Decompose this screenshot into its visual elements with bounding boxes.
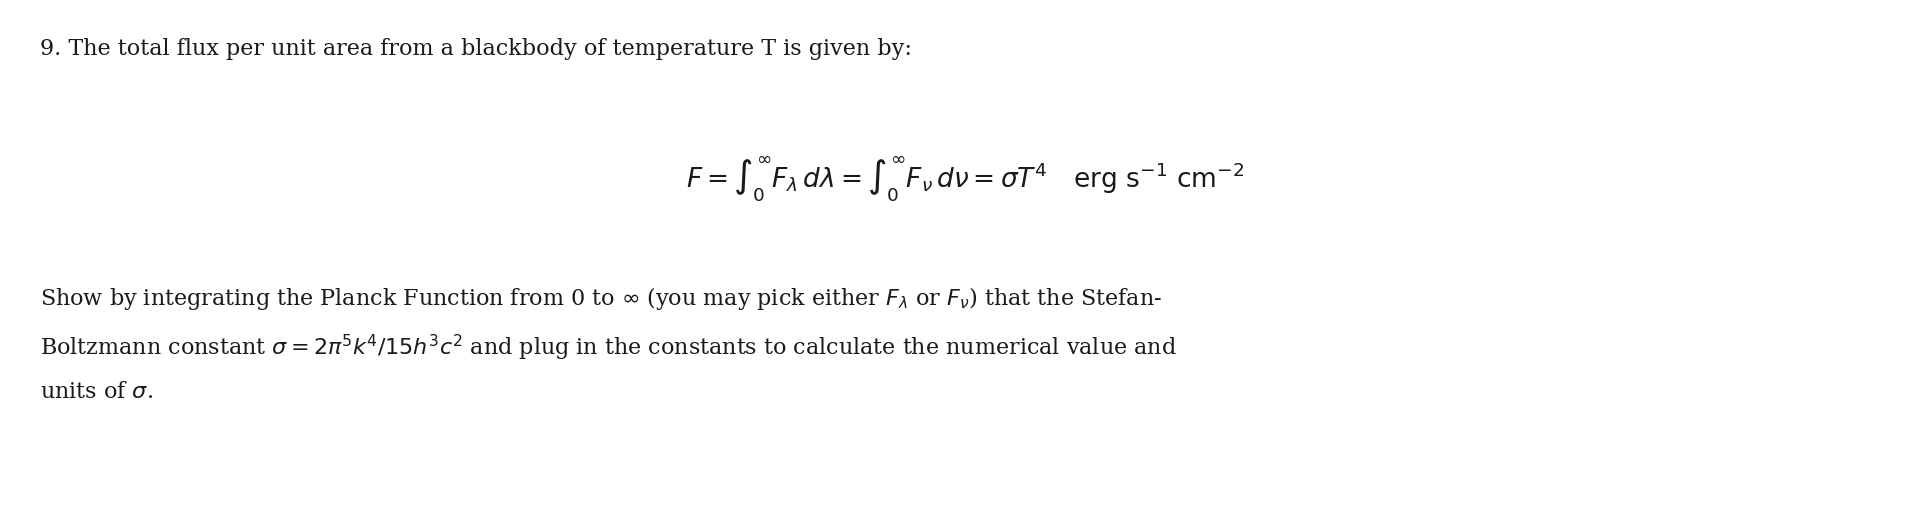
Text: $F = \int_0^{\infty} F_{\lambda}\,d\lambda = \int_0^{\infty} F_{\nu}\,d\nu = \si: $F = \int_0^{\infty} F_{\lambda}\,d\lamb… bbox=[685, 155, 1245, 204]
Text: units of $\sigma$.: units of $\sigma$. bbox=[41, 380, 152, 402]
Text: 9. The total flux per unit area from a blackbody of temperature T is given by:: 9. The total flux per unit area from a b… bbox=[41, 38, 911, 60]
Text: Boltzmann constant $\sigma = 2\pi^5 k^4 /15h^3c^2$ and plug in the constants to : Boltzmann constant $\sigma = 2\pi^5 k^4 … bbox=[41, 332, 1177, 363]
Text: Show by integrating the Planck Function from 0 to $\infty$ (you may pick either : Show by integrating the Planck Function … bbox=[41, 284, 1162, 312]
